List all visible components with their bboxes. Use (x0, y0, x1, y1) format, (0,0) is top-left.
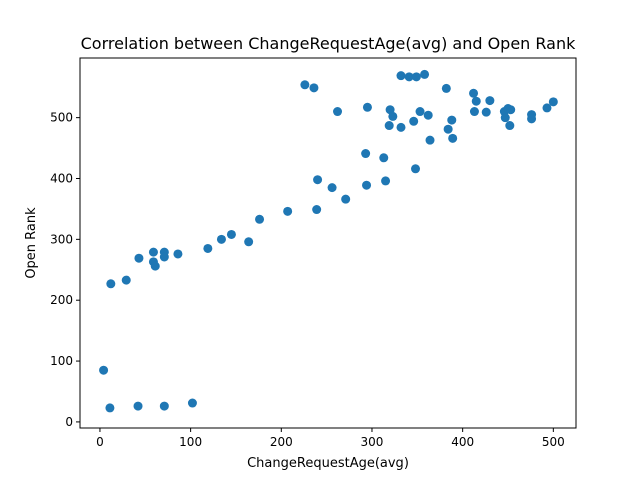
data-point (396, 71, 406, 81)
data-point (216, 234, 226, 244)
chart-title: Correlation between ChangeRequestAge(avg… (81, 34, 577, 53)
data-point (341, 194, 351, 204)
plot-area-frame (79, 57, 577, 429)
data-point (415, 107, 425, 117)
data-point (469, 88, 479, 98)
data-point (362, 180, 372, 190)
data-point (327, 183, 337, 193)
data-point (300, 80, 310, 90)
x-tick-label: 500 (542, 435, 565, 449)
data-point (121, 275, 131, 285)
x-tick-label: 400 (451, 435, 474, 449)
y-tick-label: 400 (50, 171, 73, 185)
data-point (313, 175, 323, 185)
data-point (312, 205, 322, 215)
data-point (99, 365, 109, 375)
data-point (148, 247, 158, 257)
data-point (159, 401, 169, 411)
data-point (203, 243, 213, 253)
data-point (133, 401, 143, 411)
y-tick-label: 300 (50, 232, 73, 246)
data-point (447, 115, 457, 125)
data-point (159, 252, 169, 262)
data-point (485, 96, 495, 106)
data-point (150, 261, 160, 271)
data-point (309, 83, 319, 93)
data-point (448, 133, 458, 143)
x-axis-ticks: 0 100 200 300 400 500 (96, 428, 565, 449)
data-point (379, 153, 389, 163)
data-point (384, 121, 394, 131)
data-point (105, 403, 115, 413)
data-point (423, 110, 433, 120)
data-point (548, 97, 558, 107)
y-tick-label: 0 (65, 415, 73, 429)
data-point (441, 83, 451, 93)
data-point (469, 107, 479, 117)
x-tick-label: 200 (270, 435, 293, 449)
data-point (396, 122, 406, 132)
data-point (106, 279, 116, 289)
data-point (411, 72, 421, 82)
x-axis-label: ChangeRequestAge(avg) (247, 456, 409, 471)
data-point (244, 237, 254, 247)
y-axis-label: Open Rank (24, 207, 39, 279)
data-point (481, 107, 491, 117)
data-points (99, 69, 558, 413)
y-tick-label: 100 (50, 354, 73, 368)
data-point (409, 116, 419, 126)
data-point (411, 164, 421, 174)
data-point (505, 121, 515, 131)
data-point (500, 113, 510, 123)
data-point (134, 253, 144, 263)
data-point (333, 107, 343, 117)
data-point (187, 398, 197, 408)
y-tick-label: 200 (50, 293, 73, 307)
data-point (506, 105, 516, 115)
data-point (388, 111, 398, 121)
x-tick-label: 100 (179, 435, 202, 449)
data-point (404, 72, 414, 82)
data-point (361, 149, 371, 159)
data-point (255, 214, 265, 224)
data-point (542, 103, 552, 113)
x-tick-label: 0 (96, 435, 104, 449)
data-point (283, 206, 293, 216)
data-point (420, 69, 430, 79)
data-point (527, 114, 537, 124)
data-point (381, 176, 391, 186)
data-point (173, 249, 183, 259)
y-axis-ticks: 0 100 200 300 400 500 (50, 111, 80, 429)
data-point (471, 96, 481, 106)
y-tick-label: 500 (50, 111, 73, 125)
x-tick-label: 300 (361, 435, 384, 449)
data-point (226, 229, 236, 239)
data-point (443, 124, 453, 134)
data-point (362, 102, 372, 112)
data-point (425, 135, 435, 145)
